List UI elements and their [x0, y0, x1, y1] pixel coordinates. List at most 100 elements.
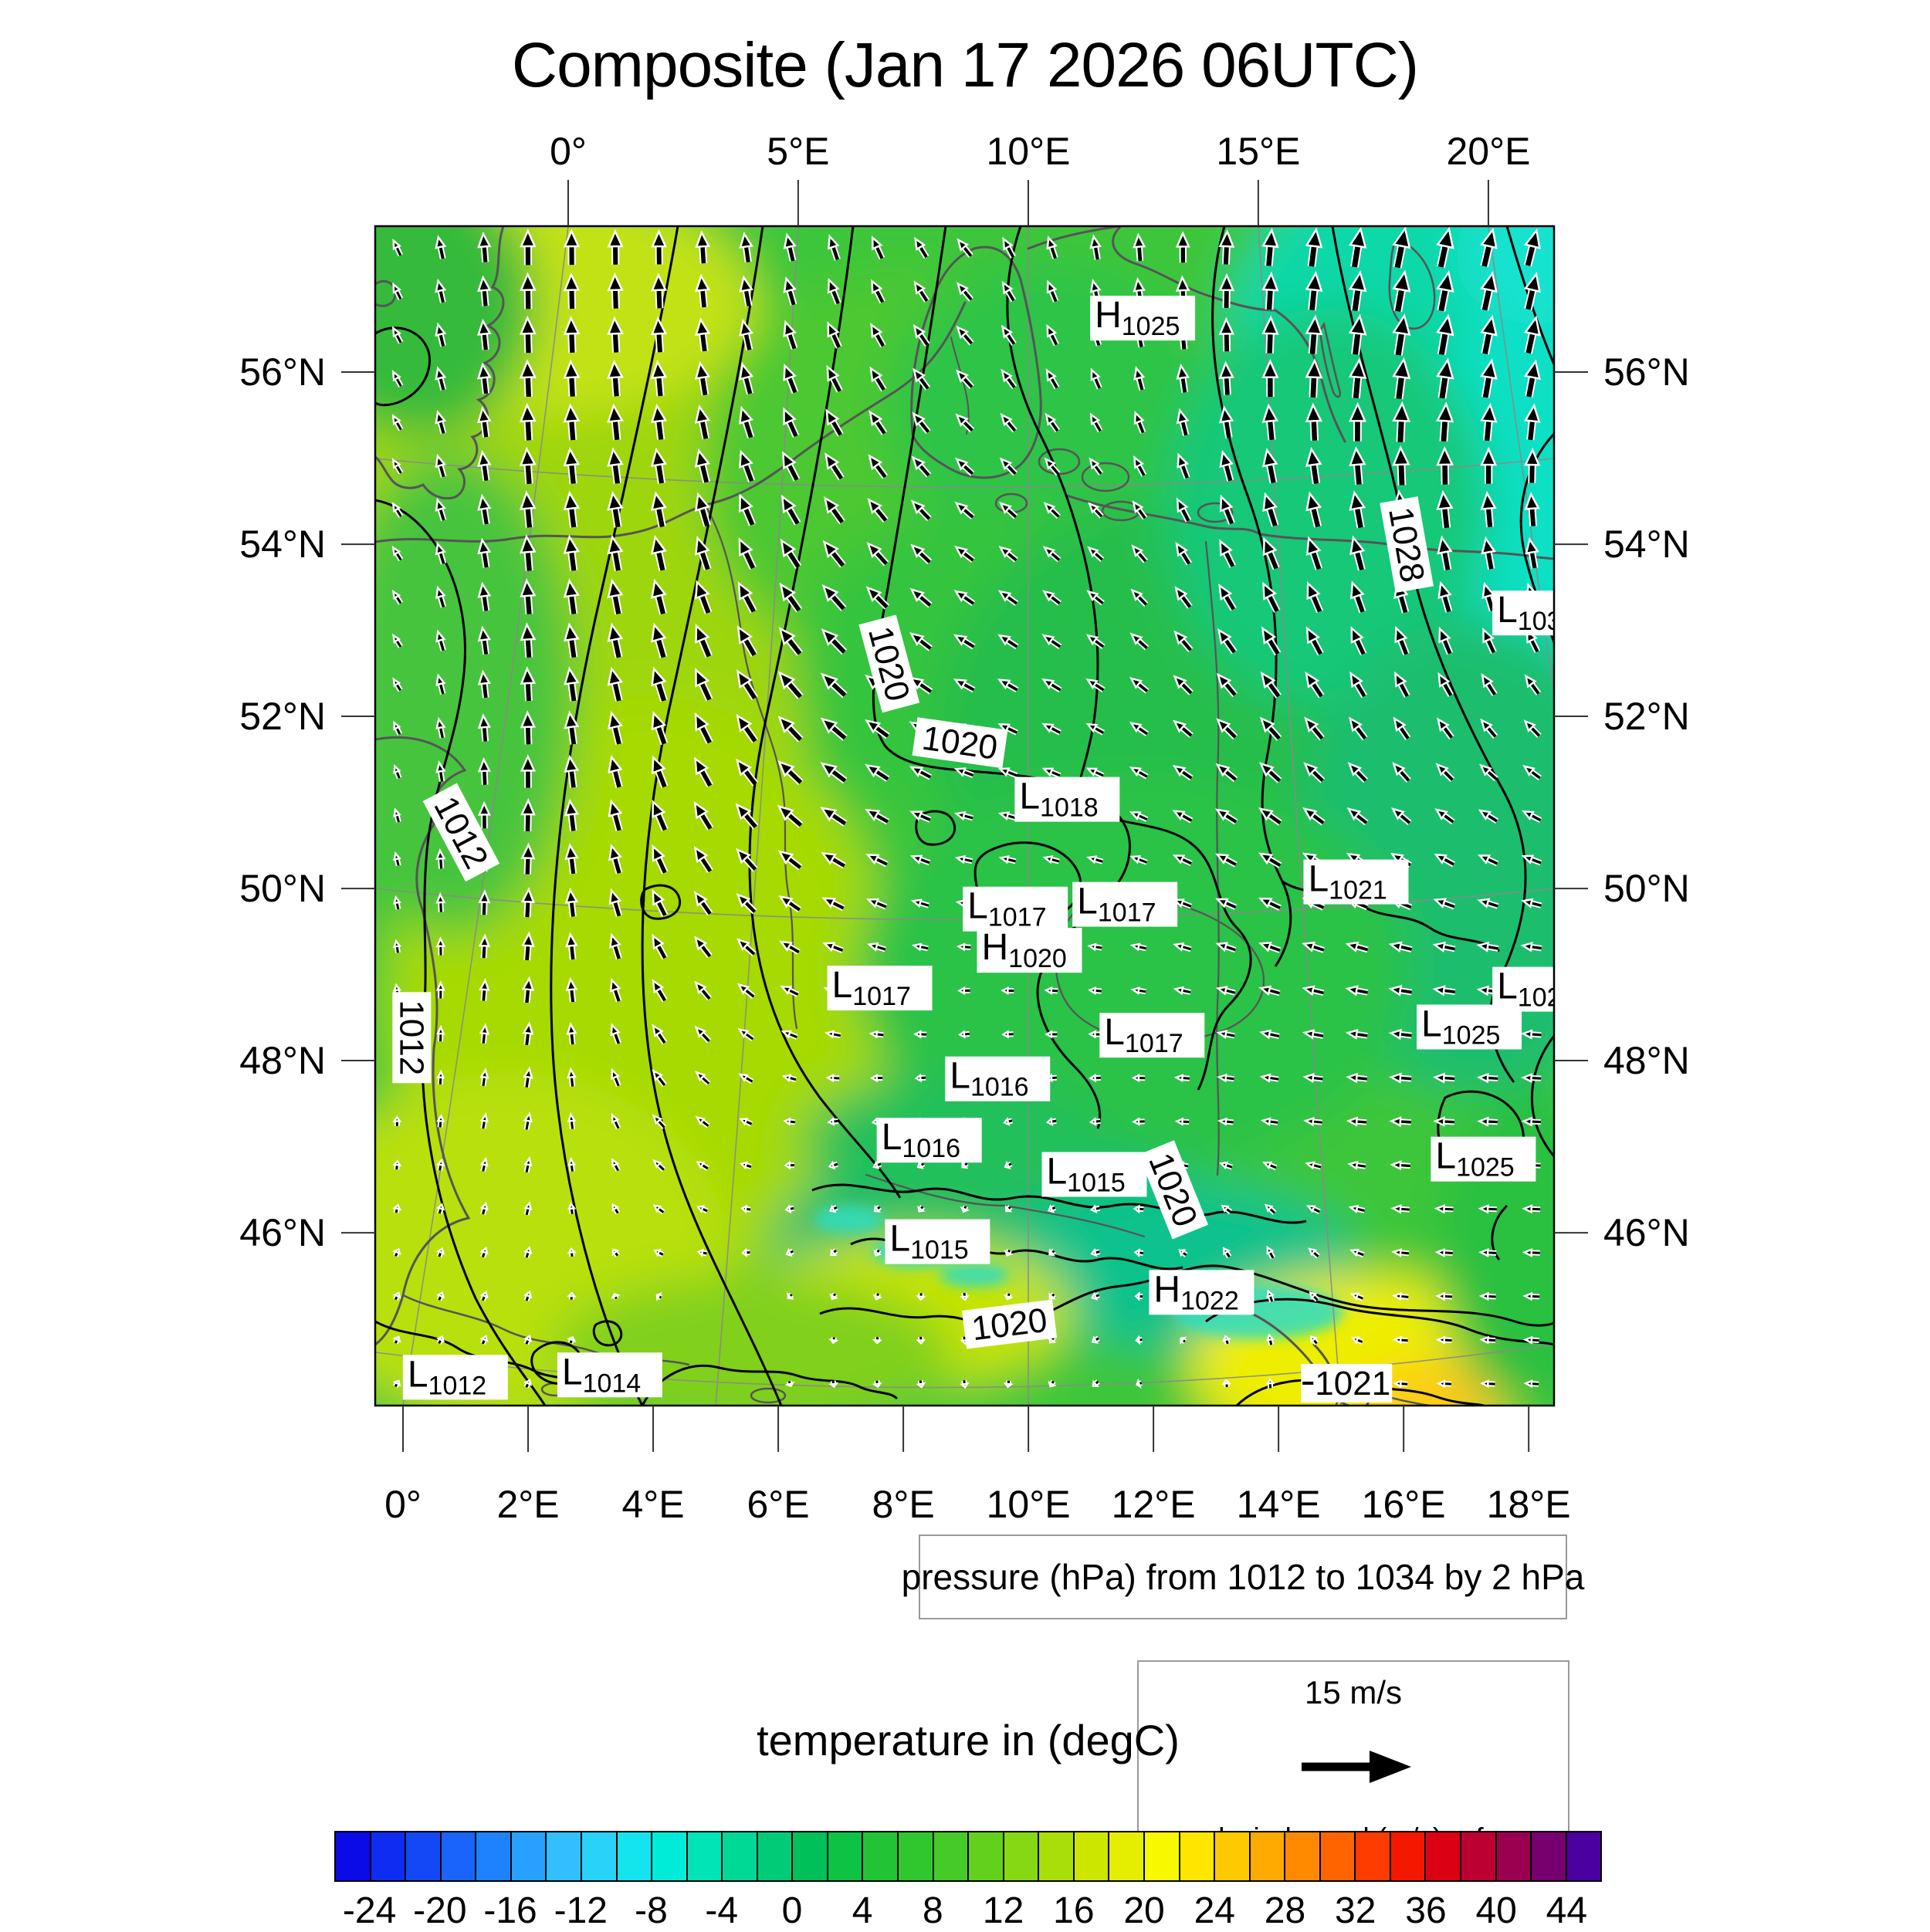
- pressure-center-label: L1017: [1072, 881, 1177, 928]
- axis-label-bottom: 14°E: [1237, 1483, 1321, 1526]
- colorbar-segment: [1108, 1831, 1145, 1882]
- contour-value-label: 1021: [1301, 1364, 1392, 1402]
- axis-label-right: 56°N: [1603, 350, 1690, 394]
- axis-label-left: 52°N: [239, 695, 326, 738]
- colorbar-tick-label: -12: [554, 1890, 608, 1932]
- wind-arrow: [875, 1337, 880, 1343]
- colorbar-segment: [862, 1831, 899, 1882]
- axis-label-right: 46°N: [1603, 1211, 1690, 1254]
- colorbar-tick-label: 44: [1546, 1890, 1587, 1932]
- colorbar-segment: [897, 1831, 934, 1882]
- axis-label-left: 50°N: [239, 867, 326, 910]
- axis-label-bottom: 4°E: [621, 1483, 684, 1526]
- wind-arrow: [959, 988, 970, 993]
- colorbar-segment: [1249, 1831, 1286, 1882]
- pressure-contour-caption: pressure (hPa) from 1012 to 1034 by 2 hP…: [919, 1534, 1567, 1619]
- colorbar-segment: [1495, 1831, 1532, 1882]
- colorbar-tick-label: -8: [635, 1890, 668, 1932]
- colorbar-segment: [1319, 1831, 1356, 1882]
- pressure-center-label: H1022: [1149, 1269, 1254, 1315]
- axis-label-bottom: 6°E: [747, 1483, 810, 1526]
- colorbar-segment: [827, 1831, 864, 1882]
- pressure-center-label: H1020: [977, 927, 1082, 973]
- pressure-center-label: L1016: [945, 1056, 1050, 1102]
- axis-label-top: 15°E: [1216, 130, 1300, 173]
- colorbar-segment: [1214, 1831, 1251, 1882]
- wind-arrow: [872, 1075, 883, 1081]
- axis-label-bottom: 0°: [384, 1483, 422, 1526]
- pressure-center-label: H1025: [1090, 295, 1195, 341]
- colorbar-segment: [1073, 1831, 1110, 1882]
- colorbar-tick-label: 8: [923, 1890, 943, 1932]
- axis-label-right: 52°N: [1603, 695, 1690, 738]
- colorbar-tick-label: -24: [343, 1890, 396, 1932]
- colorbar-segment: [757, 1831, 794, 1882]
- colorbar-segment: [1003, 1831, 1040, 1882]
- colorbar-segment: [721, 1831, 758, 1882]
- wind-arrow: [918, 1337, 923, 1344]
- axis-label-right: 54°N: [1603, 523, 1690, 566]
- colorbar-segment: [1354, 1831, 1391, 1882]
- colorbar-tick-label: 4: [852, 1890, 873, 1932]
- colorbar-tick-label: -16: [483, 1890, 537, 1932]
- colorbar-tick-label: 24: [1194, 1890, 1235, 1932]
- pressure-center-label: L103: [1492, 590, 1580, 636]
- axis-label-right: 50°N: [1603, 867, 1690, 910]
- colorbar-tick-label: 12: [983, 1890, 1024, 1932]
- axis-label-bottom: 8°E: [872, 1483, 935, 1526]
- axis-label-bottom: 18°E: [1487, 1483, 1571, 1526]
- axis-label-top: 0°: [550, 130, 587, 173]
- colorbar-tick-label: 32: [1335, 1890, 1376, 1932]
- pressure-center-label: L1014: [557, 1352, 662, 1398]
- axis-label-bottom: 10°E: [987, 1483, 1071, 1526]
- axis-label-top: 20°E: [1446, 130, 1530, 173]
- colorbar-segment: [1284, 1831, 1321, 1882]
- colorbar-segment: [510, 1831, 547, 1882]
- colorbar-segment: [686, 1831, 723, 1882]
- colorbar-segment: [1143, 1831, 1180, 1882]
- colorbar-tick-label: 40: [1475, 1890, 1516, 1932]
- contour-value-text: 1012: [392, 1000, 430, 1075]
- axis-label-bottom: 12°E: [1112, 1483, 1196, 1526]
- pressure-center-label: L1017: [1099, 1012, 1204, 1058]
- pressure-center-label: L1015: [1041, 1152, 1146, 1198]
- colorbar-segment: [1530, 1831, 1567, 1882]
- axis-label-left: 54°N: [239, 523, 326, 566]
- colorbar-segment: [1390, 1831, 1427, 1882]
- colorbar-title: temperature in (degC): [334, 1715, 1602, 1765]
- axis-label-right: 48°N: [1603, 1039, 1690, 1082]
- wind-reference-speed: 15 m/s: [1305, 1674, 1402, 1711]
- colorbar-segment: [967, 1831, 1004, 1882]
- contour-value-label: 1012: [392, 992, 431, 1083]
- colorbar-segment: [1566, 1831, 1603, 1882]
- axis-label-top: 5°E: [767, 130, 829, 173]
- axis-label-left: 56°N: [239, 350, 326, 394]
- pressure-center-label: L1017: [963, 886, 1068, 932]
- colorbar-tick-label: 20: [1123, 1890, 1164, 1932]
- colorbar-tick-label: -4: [705, 1890, 738, 1932]
- colorbar-segment: [370, 1831, 407, 1882]
- colorbar-segment: [475, 1831, 512, 1882]
- colorbar-segment: [1038, 1831, 1075, 1882]
- colorbar-segment: [545, 1831, 582, 1882]
- axis-label-bottom: 16°E: [1362, 1483, 1446, 1526]
- wind-arrow: [1047, 1031, 1058, 1037]
- colorbar-segment: [933, 1831, 970, 1882]
- colorbar-segment: [581, 1831, 618, 1882]
- wind-arrow: [786, 1162, 794, 1168]
- colorbar-segment: [791, 1831, 828, 1882]
- colorbar-tick-label: 36: [1405, 1890, 1446, 1932]
- axis-label-top: 10°E: [986, 130, 1070, 173]
- pressure-center-label: L102: [1492, 966, 1580, 1013]
- colorbar-segment: [616, 1831, 653, 1882]
- colorbar-tick-label: 0: [782, 1890, 803, 1932]
- axis-label-bottom: 2°E: [496, 1483, 559, 1526]
- colorbar-tick-label: 16: [1053, 1890, 1094, 1932]
- colorbar-segment: [651, 1831, 688, 1882]
- pressure-center-label: L1021: [1303, 859, 1408, 905]
- colorbar-segment: [1179, 1831, 1216, 1882]
- colorbar-segment: [440, 1831, 477, 1882]
